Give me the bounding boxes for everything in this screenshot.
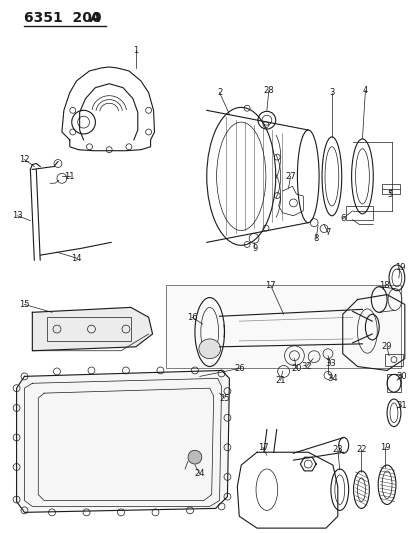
- Text: A: A: [89, 11, 100, 25]
- Text: 17: 17: [257, 443, 267, 452]
- Text: 7: 7: [324, 228, 330, 237]
- Polygon shape: [32, 308, 152, 351]
- Bar: [381, 184, 399, 194]
- Text: 29: 29: [381, 342, 391, 351]
- Text: 32: 32: [300, 362, 311, 371]
- Bar: [47, 317, 130, 341]
- Text: 33: 33: [325, 359, 335, 368]
- Text: 34: 34: [327, 374, 337, 383]
- Text: 2: 2: [216, 88, 222, 97]
- Text: 22: 22: [355, 445, 366, 454]
- Text: 20: 20: [290, 364, 301, 373]
- Text: 24: 24: [194, 470, 204, 479]
- Bar: [166, 285, 400, 368]
- Text: 21: 21: [275, 376, 285, 385]
- Text: 31: 31: [396, 401, 406, 410]
- Text: 12: 12: [19, 155, 29, 164]
- Text: 6351  200: 6351 200: [25, 11, 102, 25]
- Text: 8: 8: [312, 234, 318, 243]
- Text: 19: 19: [394, 263, 404, 272]
- Text: 14: 14: [71, 254, 82, 263]
- Text: 15: 15: [19, 300, 29, 309]
- Circle shape: [188, 450, 201, 464]
- Text: 23: 23: [332, 445, 342, 454]
- Text: 3: 3: [328, 88, 334, 97]
- Text: 1: 1: [133, 46, 138, 55]
- Text: 25: 25: [219, 393, 229, 402]
- Bar: [345, 206, 372, 220]
- Text: 19: 19: [379, 443, 389, 452]
- Text: 27: 27: [285, 172, 295, 181]
- Text: 13: 13: [12, 211, 23, 220]
- Text: 16: 16: [186, 313, 197, 322]
- Text: 11: 11: [64, 172, 75, 181]
- Text: 6: 6: [339, 214, 344, 223]
- Polygon shape: [16, 370, 229, 512]
- Text: 4: 4: [362, 86, 367, 95]
- Text: 17: 17: [265, 281, 275, 290]
- Bar: [386, 374, 400, 392]
- Text: 9: 9: [252, 244, 257, 253]
- Text: 30: 30: [396, 372, 406, 381]
- Text: 28: 28: [263, 86, 274, 95]
- Text: 18: 18: [378, 281, 389, 290]
- Bar: [384, 354, 402, 366]
- Ellipse shape: [198, 339, 220, 359]
- Text: 26: 26: [234, 364, 244, 373]
- Text: 5: 5: [387, 190, 392, 199]
